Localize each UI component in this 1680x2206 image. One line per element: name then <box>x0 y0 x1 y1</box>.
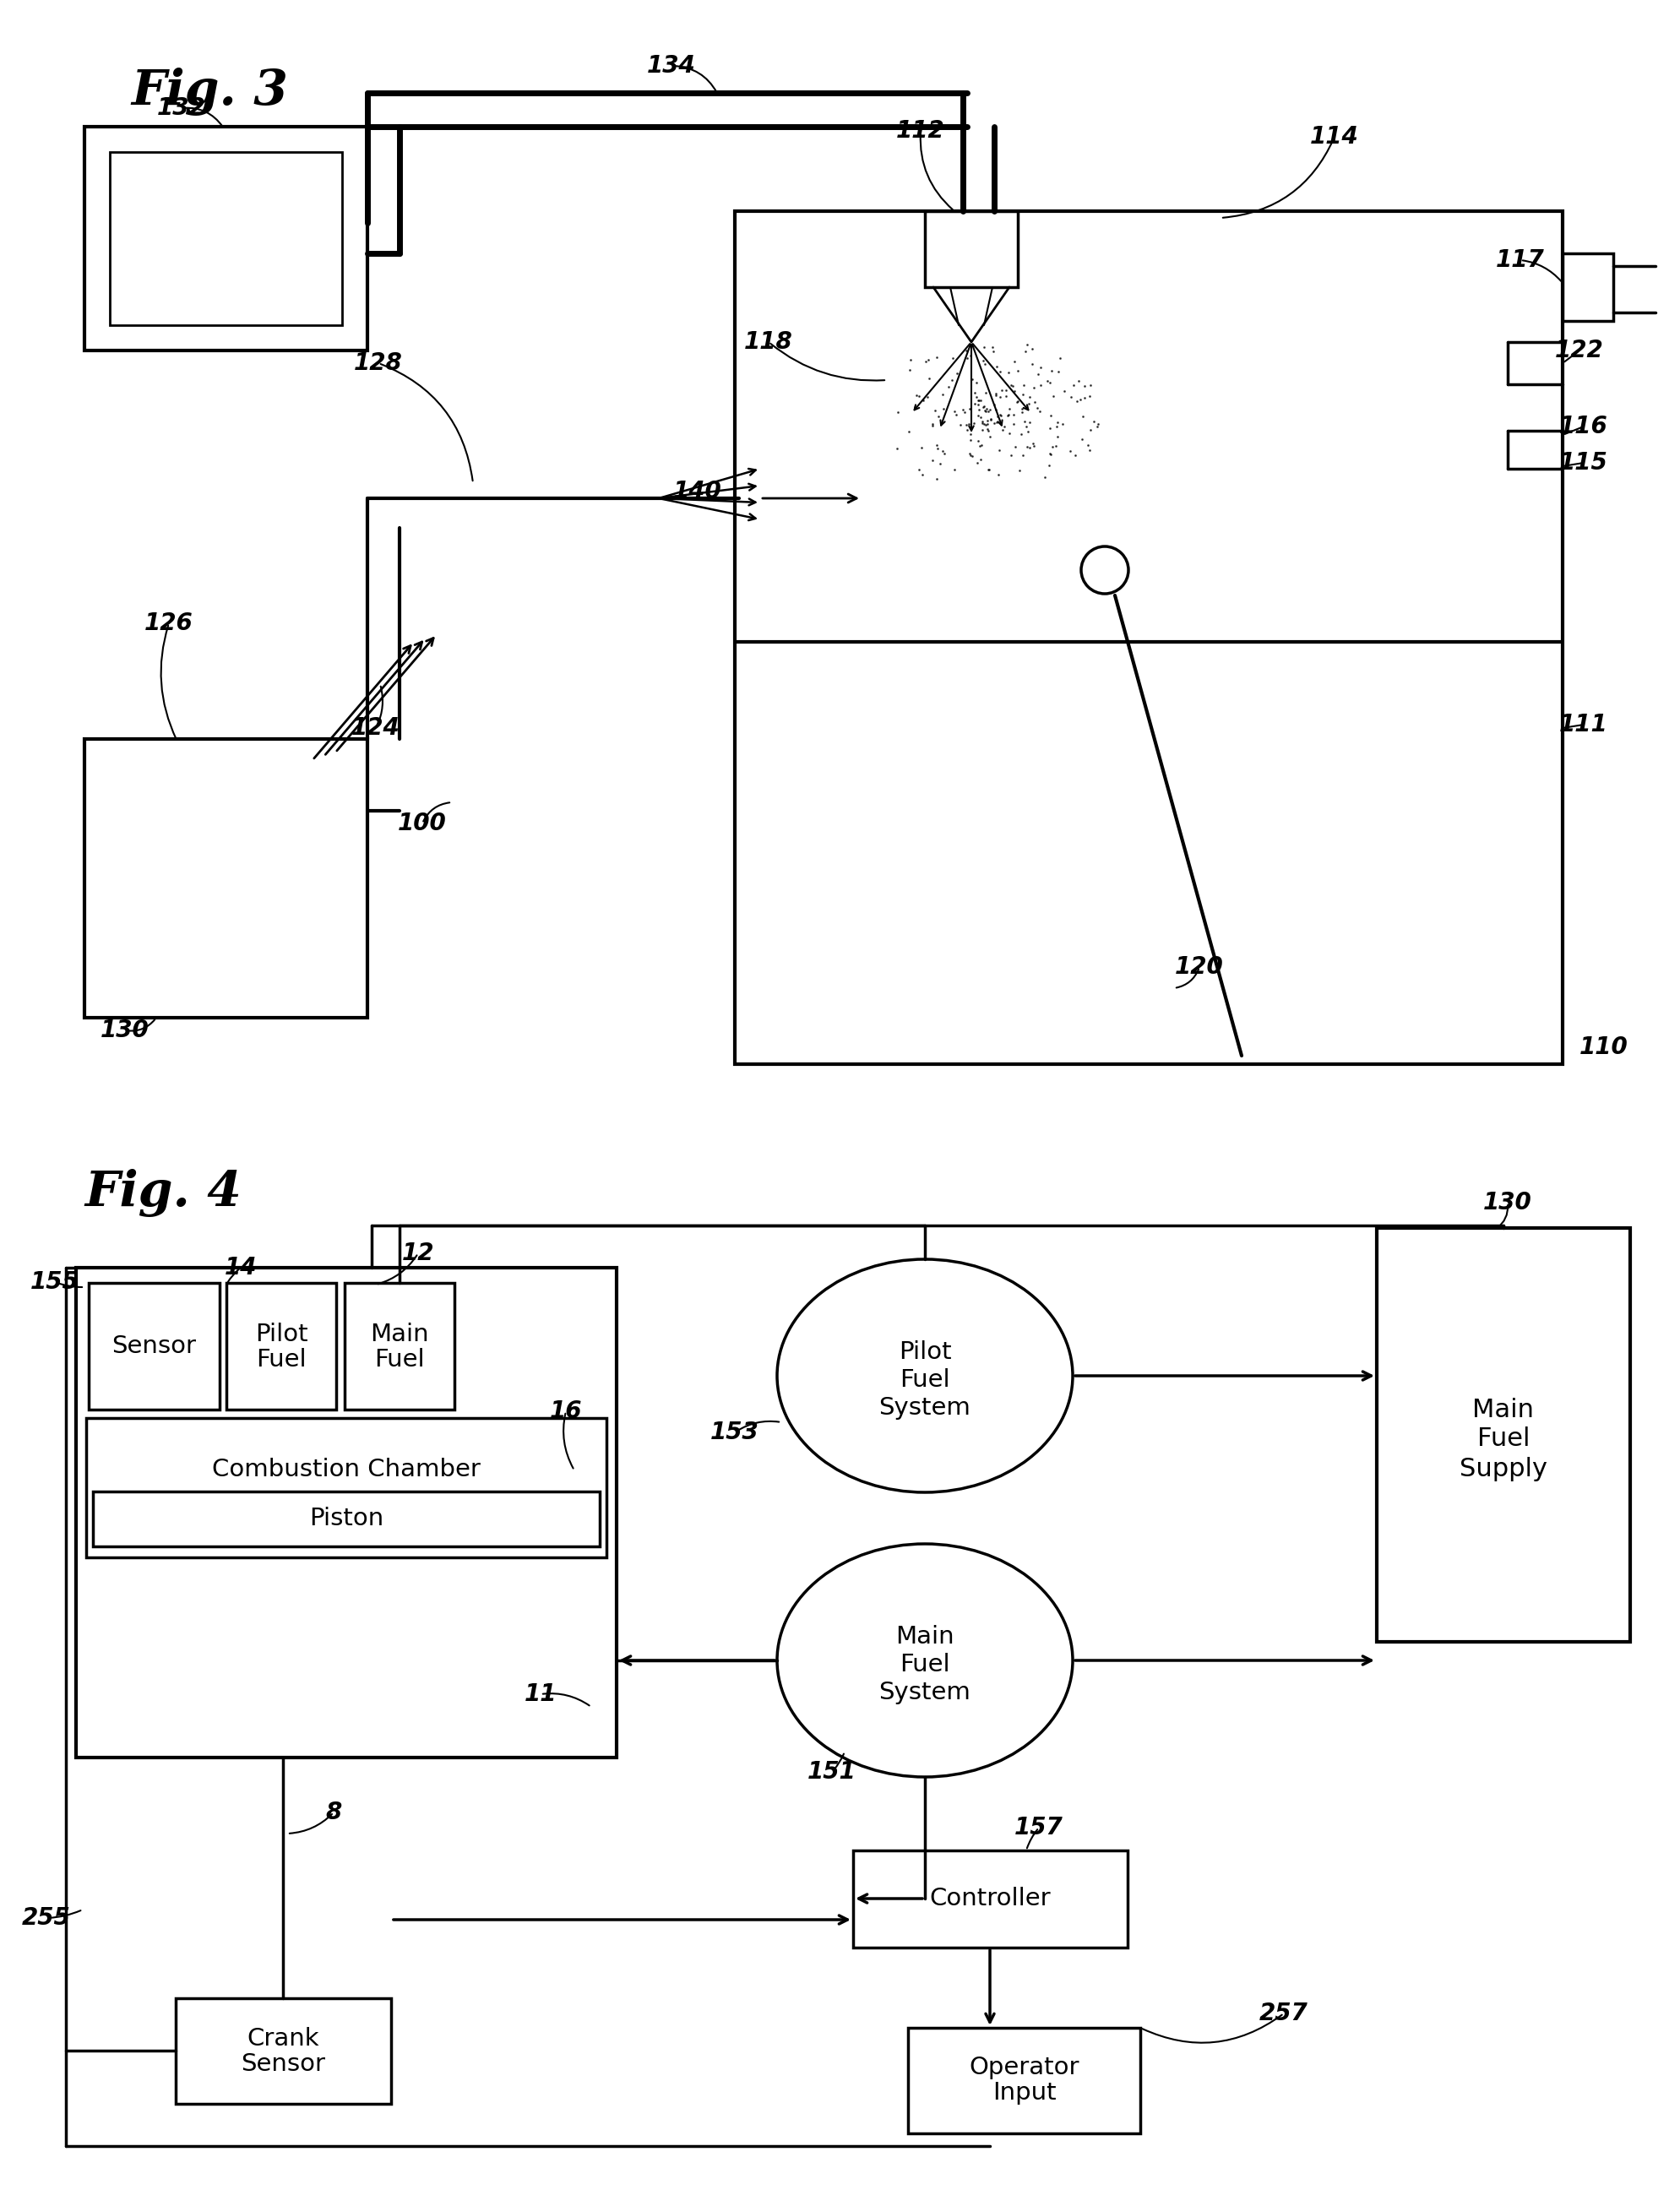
Text: 124: 124 <box>351 717 400 739</box>
Text: 255: 255 <box>22 1906 71 1930</box>
Text: 110: 110 <box>1579 1035 1628 1059</box>
Text: 257: 257 <box>1258 2001 1307 2025</box>
Text: 11: 11 <box>524 1683 556 1705</box>
Ellipse shape <box>776 1544 1072 1778</box>
Text: Combustion Chamber: Combustion Chamber <box>212 1458 480 1480</box>
Text: Piston: Piston <box>309 1507 383 1531</box>
Bar <box>92 1491 600 1546</box>
Text: 117: 117 <box>1495 249 1544 271</box>
Text: Controller: Controller <box>929 1886 1050 1910</box>
Bar <box>853 1851 1127 1948</box>
Bar <box>734 212 1562 1063</box>
Text: 128: 128 <box>354 351 403 375</box>
Text: Pilot: Pilot <box>255 1324 307 1346</box>
Text: 153: 153 <box>711 1421 759 1445</box>
Text: 155: 155 <box>30 1271 79 1295</box>
Text: 112: 112 <box>895 119 944 143</box>
Text: Fuel: Fuel <box>255 1348 306 1372</box>
Text: Fig. 3: Fig. 3 <box>131 68 287 115</box>
Text: System: System <box>879 1396 971 1421</box>
Bar <box>89 1284 220 1410</box>
Text: 126: 126 <box>144 611 193 635</box>
Text: 118: 118 <box>744 331 793 353</box>
Bar <box>924 212 1018 287</box>
Text: 114: 114 <box>1309 126 1357 148</box>
Circle shape <box>1080 547 1127 593</box>
Text: 130: 130 <box>101 1019 150 1041</box>
Bar <box>84 739 368 1017</box>
Text: Main: Main <box>1472 1396 1534 1423</box>
Text: Operator: Operator <box>969 2056 1079 2078</box>
Text: 100: 100 <box>398 812 447 836</box>
Text: 8: 8 <box>326 1800 341 1824</box>
Bar <box>109 152 343 324</box>
Bar <box>344 1284 454 1410</box>
Bar <box>1376 1229 1630 1641</box>
Bar <box>227 1284 336 1410</box>
Text: Input: Input <box>991 2082 1055 2105</box>
Text: Crank: Crank <box>247 2027 319 2049</box>
Text: 111: 111 <box>1559 713 1608 737</box>
Text: 120: 120 <box>1174 955 1223 979</box>
Text: Fuel: Fuel <box>899 1368 949 1392</box>
Text: Sensor: Sensor <box>240 2054 326 2076</box>
Text: 16: 16 <box>549 1399 581 1423</box>
Text: 151: 151 <box>806 1760 855 1785</box>
Text: Fuel: Fuel <box>375 1348 425 1372</box>
Text: 132: 132 <box>158 97 207 119</box>
Text: Fuel: Fuel <box>1477 1427 1529 1452</box>
Text: 140: 140 <box>674 479 722 503</box>
Text: 115: 115 <box>1559 450 1608 474</box>
Ellipse shape <box>776 1260 1072 1491</box>
Text: 122: 122 <box>1554 340 1603 362</box>
Text: 12: 12 <box>402 1242 433 1266</box>
Text: Sensor: Sensor <box>113 1335 197 1359</box>
Bar <box>86 1418 606 1557</box>
Text: 116: 116 <box>1559 415 1608 439</box>
Text: Fuel: Fuel <box>899 1652 949 1677</box>
Bar <box>176 1999 391 2105</box>
Text: Main: Main <box>895 1626 954 1648</box>
Text: 134: 134 <box>647 55 696 77</box>
Text: Pilot: Pilot <box>899 1341 951 1363</box>
Text: Supply: Supply <box>1458 1456 1547 1480</box>
Text: Main: Main <box>370 1324 428 1346</box>
Text: 130: 130 <box>1482 1191 1530 1216</box>
Text: 157: 157 <box>1015 1816 1063 1840</box>
Text: 14: 14 <box>225 1255 257 1279</box>
Bar <box>907 2027 1139 2133</box>
Bar <box>76 1268 617 1758</box>
Text: Fig. 4: Fig. 4 <box>84 1169 242 1218</box>
Bar <box>1562 254 1613 320</box>
Text: System: System <box>879 1681 971 1705</box>
Bar <box>84 126 368 351</box>
